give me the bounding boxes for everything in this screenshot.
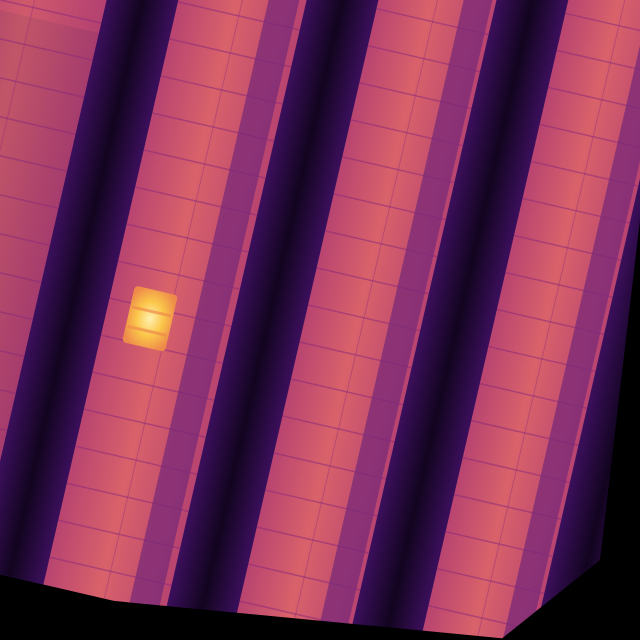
support-beam-3 <box>491 0 640 640</box>
no-data-bottom <box>0 590 520 640</box>
row-gap-4 <box>520 0 640 640</box>
cell-line <box>0 324 25 358</box>
cell-line <box>0 64 85 98</box>
cell-line <box>0 213 51 247</box>
cell-line <box>0 250 42 284</box>
cell-divider <box>103 0 276 599</box>
no-data-area <box>500 220 640 640</box>
row-gap-2 <box>165 0 405 629</box>
row-gap-3 <box>345 0 585 640</box>
hotspot <box>122 286 178 352</box>
panel-row-4 <box>413 0 640 640</box>
cell-line <box>0 102 76 135</box>
support-beam-1 <box>129 0 330 612</box>
row-gap-1 <box>0 0 215 585</box>
cell-line <box>565 12 640 39</box>
cell-divider <box>288 0 461 640</box>
cell-line <box>0 27 93 61</box>
cell-line <box>0 287 33 321</box>
cell-divider <box>466 0 639 640</box>
cell-line <box>0 0 102 24</box>
cell-line <box>0 176 59 210</box>
cell-line <box>556 49 640 76</box>
cell-line <box>0 139 68 172</box>
support-beam-2 <box>314 0 513 640</box>
